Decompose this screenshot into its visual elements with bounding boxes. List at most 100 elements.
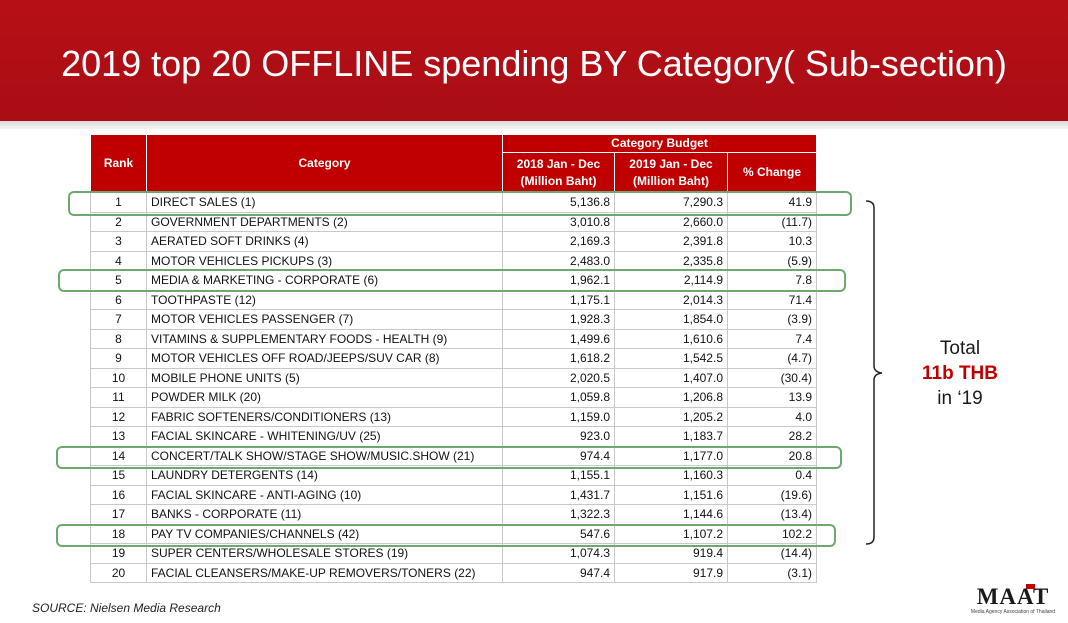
budget-2019-cell: 1,107.2 bbox=[614, 524, 728, 544]
budget-2019-cell: 1,205.2 bbox=[614, 407, 728, 427]
table-row: 14 CONCERT/TALK SHOW/STAGE SHOW/MUSIC.SHO… bbox=[90, 446, 817, 466]
budget-2018-cell: 1,074.3 bbox=[502, 543, 615, 564]
category-cell: PAY TV COMPANIES/CHANNELS (42) bbox=[146, 524, 503, 544]
category-cell: FACIAL SKINCARE - WHITENING/UV (25) bbox=[146, 426, 503, 447]
rank-cell: 13 bbox=[90, 426, 147, 447]
header-2019: 2019 Jan - Dec (Million Baht) bbox=[614, 152, 728, 193]
budget-2018-cell: 1,155.1 bbox=[502, 465, 615, 486]
budget-2019-cell: 919.4 bbox=[614, 543, 728, 564]
rank-cell: 20 bbox=[90, 563, 147, 583]
category-cell: SUPER CENTERS/WHOLESALE STORES (19) bbox=[146, 543, 503, 564]
budget-2018-cell: 5,136.8 bbox=[502, 192, 615, 213]
category-cell: MOTOR VEHICLES PICKUPS (3) bbox=[146, 251, 503, 271]
rank-cell: 6 bbox=[90, 290, 147, 310]
category-cell: FABRIC SOFTENERS/CONDITIONERS (13) bbox=[146, 407, 503, 427]
budget-2019-cell: 917.9 bbox=[614, 563, 728, 583]
rank-cell: 18 bbox=[90, 524, 147, 544]
budget-2019-cell: 1,144.6 bbox=[614, 504, 728, 525]
budget-2019-cell: 1,177.0 bbox=[614, 446, 728, 466]
svg-text:MAAT: MAAT bbox=[977, 584, 1050, 609]
budget-2019-cell: 2,660.0 bbox=[614, 212, 728, 232]
header-2019-unit: (Million Baht) bbox=[633, 173, 709, 188]
table-row: 13 FACIAL SKINCARE - WHITENING/UV (25) 923… bbox=[90, 426, 817, 447]
budget-2018-cell: 2,483.0 bbox=[502, 251, 615, 271]
table-row: 8 VITAMINS & SUPPLEMENTARY FOODS - HEALTH… bbox=[90, 329, 817, 349]
budget-2018-cell: 947.4 bbox=[502, 563, 615, 583]
budget-2019-cell: 1,854.0 bbox=[614, 309, 728, 330]
header-2018-period: 2018 Jan - Dec bbox=[516, 156, 601, 171]
change-cell: (19.6) bbox=[727, 485, 817, 505]
rank-cell: 7 bbox=[90, 309, 147, 330]
change-cell: 4.0 bbox=[727, 407, 817, 427]
budget-2018-cell: 1,175.1 bbox=[502, 290, 615, 310]
total-annotation: Total 11b THB in ‘19 bbox=[900, 336, 1020, 411]
change-cell: 13.9 bbox=[727, 387, 817, 408]
table-row: 15 LAUNDRY DETERGENTS (14) 1,155.1 1,160.3 0… bbox=[90, 465, 817, 486]
rank-cell: 12 bbox=[90, 407, 147, 427]
change-cell: 0.4 bbox=[727, 465, 817, 486]
rank-cell: 16 bbox=[90, 485, 147, 505]
category-cell: GOVERNMENT DEPARTMENTS (2) bbox=[146, 212, 503, 232]
budget-2019-cell: 2,391.8 bbox=[614, 231, 728, 252]
category-cell: FACIAL SKINCARE - ANTI-AGING (10) bbox=[146, 485, 503, 505]
category-cell: MOTOR VEHICLES OFF ROAD/JEEPS/SUV CAR (8… bbox=[146, 348, 503, 369]
budget-2018-cell: 1,618.2 bbox=[502, 348, 615, 369]
highlight-rank-5 bbox=[58, 269, 846, 292]
table-row: 1 DIRECT SALES (1) 5,136.8 7,290.3 41.9 bbox=[90, 192, 817, 213]
change-cell: (11.7) bbox=[727, 212, 817, 232]
change-cell: 102.2 bbox=[727, 524, 817, 544]
budget-2018-cell: 547.6 bbox=[502, 524, 615, 544]
slide-title: 2019 top 20 OFFLINE spending BY Category… bbox=[61, 43, 1007, 84]
budget-2019-cell: 1,160.3 bbox=[614, 465, 728, 486]
change-cell: (14.4) bbox=[727, 543, 817, 564]
rank-cell: 14 bbox=[90, 446, 147, 466]
budget-2018-cell: 1,322.3 bbox=[502, 504, 615, 525]
change-cell: 20.8 bbox=[727, 446, 817, 466]
budget-2018-cell: 1,159.0 bbox=[502, 407, 615, 427]
rank-cell: 1 bbox=[90, 192, 147, 213]
table-row: 11 POWDER MILK (20) 1,059.8 1,206.8 13.9 bbox=[90, 387, 817, 408]
rank-cell: 15 bbox=[90, 465, 147, 486]
category-cell: BANKS - CORPORATE (11) bbox=[146, 504, 503, 525]
change-cell: 71.4 bbox=[727, 290, 817, 310]
budget-2019-cell: 1,151.6 bbox=[614, 485, 728, 505]
change-cell: (3.9) bbox=[727, 309, 817, 330]
change-cell: (3.1) bbox=[727, 563, 817, 583]
rank-cell: 5 bbox=[90, 270, 147, 291]
change-cell: 7.4 bbox=[727, 329, 817, 349]
table-row: 9 MOTOR VEHICLES OFF ROAD/JEEPS/SUV CAR (… bbox=[90, 348, 817, 369]
rank-cell: 10 bbox=[90, 368, 147, 388]
rank-cell: 19 bbox=[90, 543, 147, 564]
rank-cell: 4 bbox=[90, 251, 147, 271]
change-cell: 7.8 bbox=[727, 270, 817, 291]
maat-logo: MAAT Media Agency Association of Thailan… bbox=[971, 584, 1055, 615]
category-cell: DIRECT SALES (1) bbox=[146, 192, 503, 213]
category-cell: CONCERT/TALK SHOW/STAGE SHOW/MUSIC.SHOW … bbox=[146, 446, 503, 466]
category-cell: VITAMINS & SUPPLEMENTARY FOODS - HEALTH … bbox=[146, 329, 503, 349]
budget-2019-cell: 2,014.3 bbox=[614, 290, 728, 310]
budget-2019-cell: 1,407.0 bbox=[614, 368, 728, 388]
highlight-rank-14 bbox=[56, 446, 842, 469]
header-category-budget: Category Budget bbox=[502, 134, 817, 153]
title-banner bbox=[0, 0, 1068, 121]
table-row: 2 GOVERNMENT DEPARTMENTS (2) 3,010.8 2,660.… bbox=[90, 212, 817, 232]
source-note: SOURCE: Nielsen Media Research bbox=[32, 601, 221, 615]
rank-cell: 2 bbox=[90, 212, 147, 232]
budget-2018-cell: 2,169.3 bbox=[502, 231, 615, 252]
table-row: 19 SUPER CENTERS/WHOLESALE STORES (19) 1,0… bbox=[90, 543, 817, 564]
table-row: 7 MOTOR VEHICLES PASSENGER (7) 1,928.3 1,85… bbox=[90, 309, 817, 330]
budget-2018-cell: 1,928.3 bbox=[502, 309, 615, 330]
budget-2018-cell: 2,020.5 bbox=[502, 368, 615, 388]
budget-2019-cell: 1,206.8 bbox=[614, 387, 728, 408]
table-row: 4 MOTOR VEHICLES PICKUPS (3) 2,483.0 2,335.… bbox=[90, 251, 817, 271]
category-cell: MOBILE PHONE UNITS (5) bbox=[146, 368, 503, 388]
category-cell: AERATED SOFT DRINKS (4) bbox=[146, 231, 503, 252]
budget-2019-cell: 1,183.7 bbox=[614, 426, 728, 447]
change-cell: (5.9) bbox=[727, 251, 817, 271]
budget-2019-cell: 2,114.9 bbox=[614, 270, 728, 291]
change-cell: (4.7) bbox=[727, 348, 817, 369]
category-cell: LAUNDRY DETERGENTS (14) bbox=[146, 465, 503, 486]
svg-text:Media Agency Association of Th: Media Agency Association of Thailand bbox=[971, 609, 1055, 615]
total-year: in ‘19 bbox=[937, 388, 983, 409]
budget-2018-cell: 1,962.1 bbox=[502, 270, 615, 291]
